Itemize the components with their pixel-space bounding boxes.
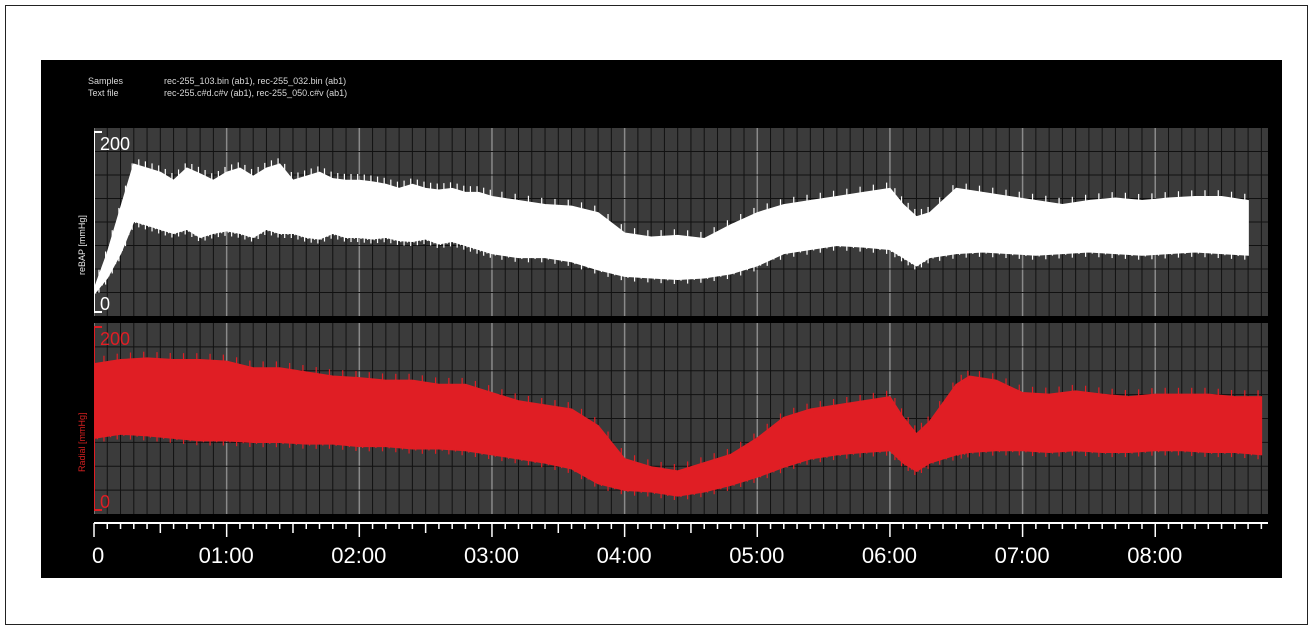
textfile-row: Text file rec-255.c#d.c#v (ab1), rec-255… — [88, 87, 347, 99]
x-tick-label: 04:00 — [597, 543, 652, 568]
x-tick-label: 06:00 — [862, 543, 917, 568]
samples-row: Samples rec-255_103.bin (ab1), rec-255_0… — [88, 75, 347, 87]
y-tick-label: 200 — [100, 329, 130, 349]
series-0-envelope — [94, 164, 1248, 294]
samples-label: Samples — [88, 75, 164, 87]
x-tick-label: 03:00 — [464, 543, 519, 568]
chart-screen: Samples rec-255_103.bin (ab1), rec-255_0… — [41, 60, 1282, 578]
samples-value: rec-255_103.bin (ab1), rec-255_032.bin (… — [164, 75, 346, 87]
x-tick-label: 01:00 — [199, 543, 254, 568]
rebap-ylabel: reBAP [mmHg] — [77, 215, 87, 275]
x-tick-label: 0 — [92, 543, 104, 568]
x-tick-label: 05:00 — [729, 543, 784, 568]
radial-panel: 200 0 — [94, 323, 1268, 514]
x-tick-label: 02:00 — [331, 543, 386, 568]
y-tick-label: 0 — [100, 294, 110, 314]
time-axis: 0 01:00 02:00 03:00 04:00 05:00 06:00 07:00 08:0… — [41, 515, 1282, 578]
rebap-panel: 200 0 — [94, 128, 1268, 316]
y-tick-label: 0 — [100, 492, 110, 512]
radial-ylabel: Radial [mmHg] — [77, 412, 87, 472]
x-tick-label: 07:00 — [995, 543, 1050, 568]
textfile-label: Text file — [88, 87, 164, 99]
y-tick-label: 200 — [100, 134, 130, 154]
x-tick-label: 08:00 — [1127, 543, 1182, 568]
file-info-header: Samples rec-255_103.bin (ab1), rec-255_0… — [88, 75, 347, 99]
textfile-value: rec-255.c#d.c#v (ab1), rec-255_050.c#v (… — [164, 87, 347, 99]
